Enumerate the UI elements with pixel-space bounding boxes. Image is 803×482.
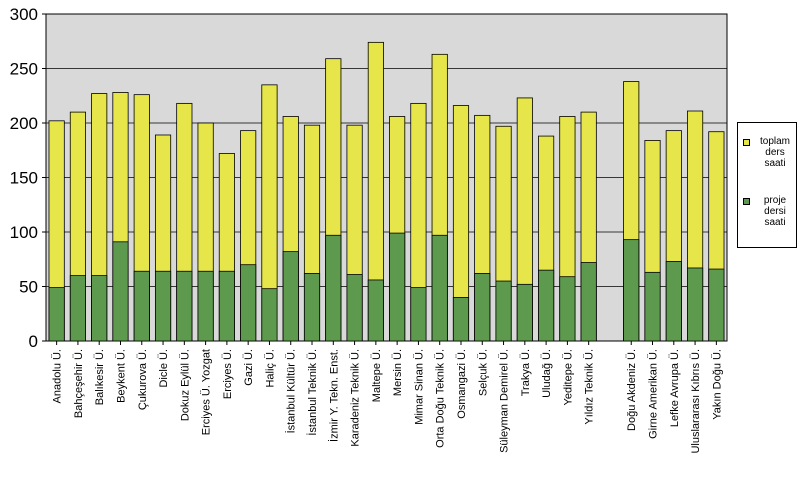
bar-project-24 xyxy=(559,276,576,342)
x-tick-label-0: Anadolu Ü. xyxy=(52,349,64,403)
legend-label-total: toplam ders saati xyxy=(759,136,790,169)
x-tick-label-14: Karadeniz Teknik Ü. xyxy=(350,349,362,447)
y-tick-label-0: 0 xyxy=(29,332,38,351)
x-tick-label-10: Haliç Ü. xyxy=(264,349,276,388)
x-tick-label-24: Yeditepe Ü. xyxy=(562,349,574,405)
bar-project-20 xyxy=(474,273,491,342)
bar-project-29 xyxy=(687,267,704,342)
x-tick-label-29: Uluslararası Kıbrıs Ü. xyxy=(690,349,702,454)
bar-project-28 xyxy=(665,261,682,342)
x-tick-label-5: Dicle Ü. xyxy=(158,349,170,388)
y-tick-label-50: 50 xyxy=(19,278,38,297)
bar-project-13 xyxy=(325,234,342,342)
bar-project-15 xyxy=(367,279,384,342)
bar-project-21 xyxy=(495,280,512,342)
y-tick-label-150: 150 xyxy=(10,169,38,188)
x-tick-label-25: Yıldız Teknik Ü. xyxy=(584,349,596,425)
bar-project-14 xyxy=(346,274,363,342)
bar-project-4 xyxy=(133,270,150,342)
x-tick-label-12: İstanbul Teknik Ü. xyxy=(306,349,319,436)
x-tick-label-4: Çukurova Ü. xyxy=(137,349,149,410)
bar-project-0 xyxy=(48,287,65,342)
bar-project-26 xyxy=(623,239,640,342)
bar-project-6 xyxy=(176,270,193,342)
y-tick-label-100: 100 xyxy=(10,223,38,242)
bar-project-3 xyxy=(112,241,129,342)
x-tick-label-13: İzmir Y. Tekn. Enst. xyxy=(327,349,340,442)
x-tick-label-23: Uludağ Ü. xyxy=(541,349,553,398)
legend-label-project: proje dersi saati xyxy=(763,195,787,228)
x-tick-label-17: Mimar Sinan Ü. xyxy=(413,349,425,425)
bar-project-11 xyxy=(282,251,299,342)
legend-swatch-project xyxy=(743,198,750,205)
bar-project-10 xyxy=(261,288,278,342)
bar-project-1 xyxy=(69,275,86,342)
x-tick-label-1: Bahçeşehir Ü. xyxy=(73,349,85,418)
x-tick-label-16: Mersin Ü. xyxy=(392,349,404,396)
bar-project-5 xyxy=(154,270,172,342)
x-tick-label-11: İstanbul Kültür Ü. xyxy=(285,349,298,433)
x-tick-label-15: Maltepe Ü. xyxy=(371,349,383,402)
bar-project-7 xyxy=(197,270,214,342)
x-tick-label-20: Selçuk Ü. xyxy=(477,349,489,396)
bar-project-17 xyxy=(410,287,427,342)
bar-project-27 xyxy=(644,271,661,342)
x-tick-label-9: Gazi Ü. xyxy=(243,349,255,386)
x-tick-label-19: Osmangazi Ü. xyxy=(456,349,468,419)
x-tick-label-8: Erciyes Ü. xyxy=(222,349,234,399)
legend-swatch-total xyxy=(743,139,750,146)
bar-project-8 xyxy=(218,270,235,342)
bar-project-19 xyxy=(452,296,470,342)
x-axis-tick-labels: Anadolu Ü. Bahçeşehir Ü. Balıkesir Ü. Beyke… xyxy=(52,341,723,454)
bar-project-25 xyxy=(580,262,597,342)
legend: toplam ders saati proje dersi saati xyxy=(737,122,797,248)
x-tick-label-3: Beykent Ü. xyxy=(115,349,127,403)
x-tick-label-30: Yakın Doğu Ü. xyxy=(711,349,723,420)
bar-project-22 xyxy=(516,283,533,342)
x-tick-label-18: Orta Doğu Teknik Ü. xyxy=(435,349,447,448)
bar-project-9 xyxy=(240,264,257,342)
x-tick-label-21: Süleyman Demirel Ü. xyxy=(499,349,511,453)
bar-project-18 xyxy=(431,234,448,342)
x-tick-label-2: Balıkesir Ü. xyxy=(94,349,106,405)
x-tick-label-26: Doğu Akdeniz Ü. xyxy=(626,349,638,431)
x-tick-label-6: Dokuz Eylül Ü. xyxy=(179,349,191,421)
bar-project-2 xyxy=(91,275,108,342)
x-tick-label-22: Trakya Ü. xyxy=(520,349,532,396)
y-axis-tick-labels: 0 50 100 150 200 250 300 xyxy=(10,5,46,351)
x-tick-label-28: Lefke Avrupa Ü. xyxy=(669,349,681,427)
x-tick-label-27: Girne Amerikan Ü. xyxy=(648,349,660,439)
y-tick-label-200: 200 xyxy=(10,114,38,133)
bars xyxy=(48,41,725,342)
bar-project-23 xyxy=(538,269,555,342)
bar-project-30 xyxy=(708,268,725,342)
bar-project-12 xyxy=(303,273,321,342)
y-tick-label-300: 300 xyxy=(10,5,38,24)
bar-project-16 xyxy=(389,232,406,342)
y-tick-label-250: 250 xyxy=(10,60,38,79)
x-tick-label-7: Erciyes Ü. Yozgat xyxy=(201,349,213,435)
